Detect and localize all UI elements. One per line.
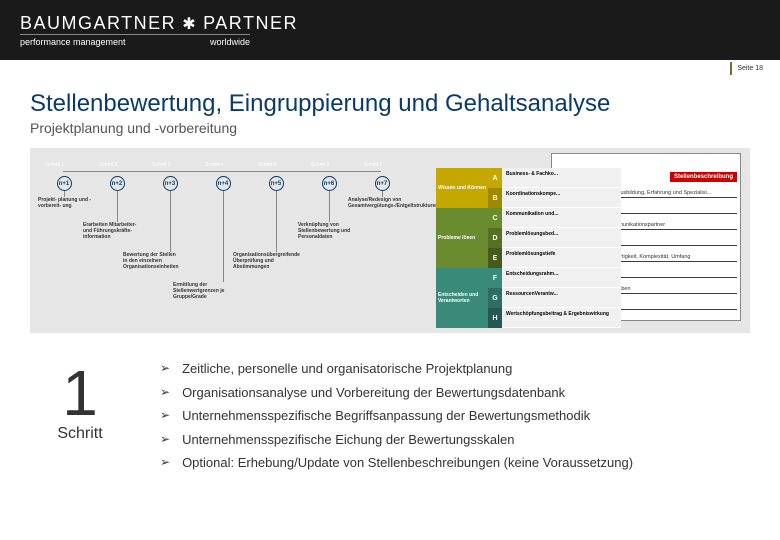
page-title: Stellenbewertung, Eingruppierung und Geh… — [30, 90, 750, 118]
criteria-letter-C: C — [488, 208, 502, 228]
page-number: Seite 18 — [730, 62, 768, 75]
bullet-item-3: Unternehmensspezifische Eichung der Bewe… — [182, 432, 514, 447]
criteria-group-2: Entscheiden und Verantworten — [436, 268, 488, 328]
step-circle-2: n+2 — [110, 176, 125, 191]
step-desc-6: Verknüpfung von Stellenbewertung und Per… — [298, 222, 353, 240]
step-desc-5: Organisationsübergreifende Überprüfung u… — [233, 252, 288, 270]
step-desc-4: Ermittlung der Stellenwertgrenzen je Gru… — [173, 282, 228, 300]
process-step-4: Schritt 4 — [197, 158, 249, 172]
logo-sub-a: performance management — [20, 37, 126, 47]
step-label: Schritt — [30, 425, 130, 443]
criteria-letter-F: F — [488, 268, 502, 288]
criteria-group-1: Probleme lösen — [436, 208, 488, 268]
criteria-text-C: Kommunikation und... — [502, 208, 621, 228]
process-diagram: Schritt 1Schritt 2Schritt 3Schritt 4Schr… — [30, 148, 750, 333]
criteria-overlay: Stellenbeschreibung vgl. Ausbildung, Erf… — [436, 153, 741, 328]
bullet-item-1: Organisationsanalyse und Vorbereitung de… — [182, 385, 565, 400]
step-circle-5: n+5 — [269, 176, 284, 191]
process-step-6: Schritt 6 — [303, 158, 355, 172]
back-row-0: vgl. Ausbildung, Erfahrung und Spezialis… — [607, 190, 737, 198]
bullet-list: ➢ Zeitliche, personelle und organisatoris… — [160, 361, 750, 479]
bullet-arrow-icon: ➢ — [160, 432, 170, 448]
criteria-letter-E: E — [488, 248, 502, 268]
back-row-3: ... — [607, 238, 737, 246]
criteria-text-H: Wertschöpfungsbeitrag & Ergebniswirkung — [502, 308, 621, 328]
stellenbeschreibung-header: Stellenbeschreibung — [670, 172, 737, 182]
step-number: 1 — [30, 361, 130, 425]
back-row-1: ... — [607, 206, 737, 214]
criteria-letter-D: D — [488, 228, 502, 248]
step-desc-2: Erarbeiten Mitarbeiter- und Führungskräf… — [83, 222, 138, 240]
bullet-arrow-icon: ➢ — [160, 455, 170, 471]
process-step-5: Schritt 5 — [250, 158, 302, 172]
bullet-arrow-icon: ➢ — [160, 408, 170, 424]
criteria-letter-G: G — [488, 288, 502, 308]
bullet-item-0: Zeitliche, personelle und organisatorisc… — [182, 361, 512, 376]
back-row-4: Neuartigkeit, Komplexität, Umfang — [607, 254, 737, 262]
logo-word-a: BAUMGARTNER — [20, 13, 176, 34]
step-desc-7: Analyse/Redesign von Gesamtvergütungs-/E… — [348, 197, 403, 209]
logo-sub-b: worldwide — [210, 37, 250, 47]
back-row-2: Kommunikationspartner — [607, 222, 737, 230]
criteria-text-E: Problemlösungstiefe — [502, 248, 621, 268]
process-step-2: Schritt 2 — [91, 158, 143, 172]
process-step-3: Schritt 3 — [144, 158, 196, 172]
logo-star-icon: ✱ — [182, 14, 197, 34]
bullet-item-2: Unternehmensspezifische Begriffsanpassun… — [182, 408, 590, 423]
criteria-letter-B: B — [488, 188, 502, 208]
criteria-text-A: Business- & Fachko... — [502, 168, 621, 188]
criteria-panel: Wissen und KönnenABusiness- & Fachko...B… — [436, 168, 621, 328]
process-step-1: Schritt 1 — [38, 158, 90, 172]
criteria-text-B: Koordinationskompe... — [502, 188, 621, 208]
step-circle-6: n+6 — [322, 176, 337, 191]
back-row-6: Vorgaben — [607, 286, 737, 294]
back-row-7: ... — [607, 302, 737, 310]
bullet-arrow-icon: ➢ — [160, 361, 170, 377]
criteria-letter-A: A — [488, 168, 502, 188]
logo: BAUMGARTNER ✱ PARTNER performance manage… — [20, 13, 298, 47]
page-subtitle: Projektplanung und -vorbereitung — [30, 120, 750, 136]
criteria-text-F: Entscheidungsrahm... — [502, 268, 621, 288]
step-desc-3: Bewertung der Stellen in den einzelnen O… — [123, 252, 178, 270]
criteria-letter-H: H — [488, 308, 502, 328]
logo-word-b: PARTNER — [203, 13, 298, 34]
step-circle-1: n+1 — [57, 176, 72, 191]
step-circle-3: n+3 — [163, 176, 178, 191]
process-step-7: Schritt 7 — [356, 158, 408, 172]
step-detail: 1 Schritt ➢ Zeitliche, personelle und org… — [0, 343, 780, 479]
criteria-group-0: Wissen und Können — [436, 168, 488, 208]
step-circle-7: n+7 — [375, 176, 390, 191]
step-desc-1: Projekt- planung und -vorbereit- ung — [38, 197, 93, 209]
back-row-5: ... — [607, 270, 737, 278]
bullet-arrow-icon: ➢ — [160, 385, 170, 401]
bullet-item-4: Optional: Erhebung/Update von Stellenbes… — [182, 455, 633, 470]
step-circle-4: n+4 — [216, 176, 231, 191]
criteria-text-D: Problemlösungsbed... — [502, 228, 621, 248]
header-bar: BAUMGARTNER ✱ PARTNER performance manage… — [0, 0, 780, 60]
criteria-text-G: RessourcenVerantw... — [502, 288, 621, 308]
